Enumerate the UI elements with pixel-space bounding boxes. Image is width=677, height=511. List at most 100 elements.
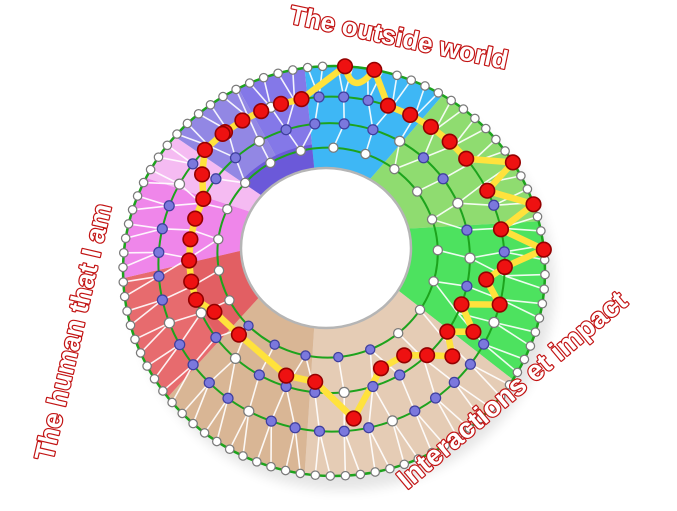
node (488, 199, 500, 211)
node (287, 65, 298, 75)
node (427, 447, 437, 458)
node (210, 173, 222, 185)
node (118, 277, 129, 287)
node (317, 61, 328, 72)
node (145, 164, 156, 175)
highlight-node (419, 347, 436, 364)
node (385, 463, 395, 474)
node (464, 252, 476, 264)
highlight-node (453, 296, 470, 313)
node (313, 425, 326, 437)
highlight-node (422, 118, 440, 135)
node (149, 373, 160, 384)
highlight-node (195, 190, 212, 207)
node (118, 262, 128, 273)
node (478, 338, 490, 350)
node (172, 129, 182, 139)
node (153, 246, 165, 259)
highlight-node (525, 196, 542, 213)
node (486, 403, 496, 413)
node (500, 146, 510, 156)
node (153, 270, 165, 282)
node (498, 246, 510, 258)
wheel-layers (118, 58, 554, 490)
node (300, 350, 311, 361)
node (125, 320, 136, 331)
highlight-node (187, 291, 205, 308)
node (313, 91, 325, 103)
node (265, 415, 277, 427)
node (118, 247, 129, 258)
highlight-node (253, 102, 270, 120)
node (338, 386, 350, 399)
node (229, 152, 242, 164)
node (399, 459, 410, 470)
node (338, 118, 350, 130)
node (525, 341, 536, 351)
node (338, 425, 350, 437)
node (516, 171, 526, 181)
node (386, 415, 399, 427)
node (495, 391, 506, 402)
node (519, 354, 530, 365)
highlight-node (206, 303, 223, 320)
node (130, 334, 140, 345)
highlight-node (230, 326, 247, 343)
node (193, 108, 204, 119)
node (218, 91, 228, 102)
node (310, 470, 321, 481)
highlight-node (496, 258, 513, 276)
node (440, 440, 450, 451)
node (504, 379, 515, 390)
highlight-node (491, 296, 508, 313)
node (429, 392, 442, 404)
highlight-node (379, 97, 397, 114)
node (163, 200, 175, 212)
highlight-node (402, 106, 419, 123)
node (177, 408, 188, 419)
node (156, 294, 169, 306)
highlight-node (492, 221, 510, 238)
node (244, 78, 255, 88)
node (333, 351, 344, 363)
node (138, 177, 149, 188)
label-human-that-i-am: The human that I am (29, 201, 117, 464)
node (167, 397, 177, 408)
node (142, 361, 152, 371)
node (340, 470, 351, 481)
node (222, 392, 234, 404)
node (414, 304, 426, 316)
node (530, 327, 541, 338)
node (295, 145, 306, 157)
node (269, 339, 280, 350)
node (273, 68, 283, 79)
node (325, 471, 336, 481)
node (213, 234, 224, 245)
node (210, 331, 222, 344)
highlight-node (234, 112, 251, 129)
node (258, 72, 269, 83)
band-purple-inner (240, 144, 315, 196)
node (413, 454, 424, 464)
node (120, 233, 131, 244)
node (428, 276, 439, 287)
highlight-node (194, 166, 211, 183)
node (355, 469, 366, 480)
node (448, 376, 460, 389)
node (132, 191, 143, 201)
node (480, 123, 491, 134)
node (239, 177, 251, 189)
node (420, 81, 430, 91)
node (363, 422, 375, 434)
node (409, 405, 421, 417)
node (537, 298, 548, 309)
node (231, 84, 241, 95)
node (452, 197, 464, 209)
node (452, 432, 463, 443)
node (328, 142, 339, 153)
highlight-node (187, 210, 204, 227)
node (362, 94, 374, 107)
node (534, 313, 545, 323)
highlight-node (479, 182, 496, 199)
